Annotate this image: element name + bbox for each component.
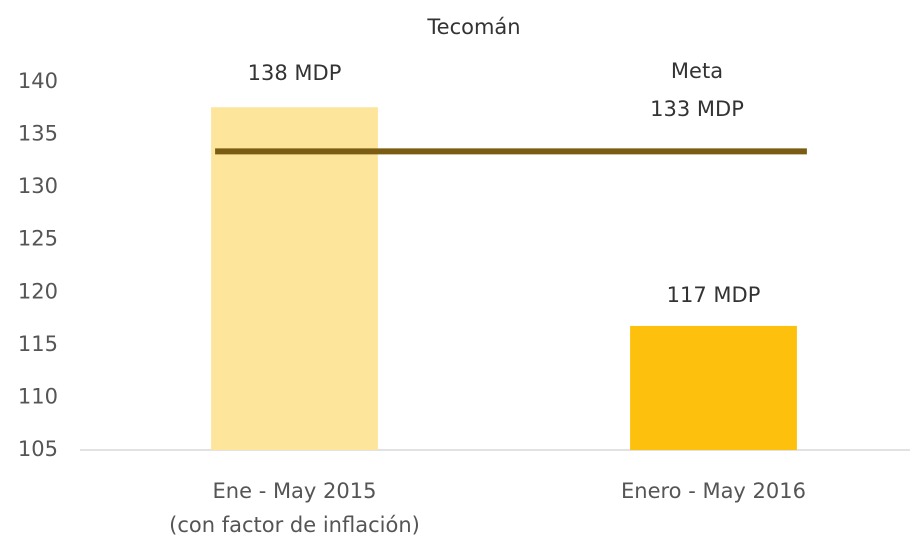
y-tick-label: 135 (18, 122, 58, 146)
x-tick-label-line: Ene - May 2015 (213, 479, 377, 503)
x-tick-label: Enero - May 2016 (621, 479, 806, 503)
y-tick-label: 105 (18, 437, 58, 461)
x-tick-label-line: (con factor de inflación) (169, 513, 420, 537)
bar (211, 107, 378, 450)
y-tick-label: 115 (18, 332, 58, 356)
y-tick-label: 130 (18, 174, 58, 198)
y-tick-label: 140 (18, 69, 58, 93)
value-label: 138 MDP (248, 61, 342, 85)
target-label: 133 MDP (650, 97, 744, 121)
y-tick-label: 125 (18, 227, 58, 251)
target-name: Meta (671, 59, 723, 83)
chart-title: Tecomán (426, 15, 520, 39)
y-tick-label: 110 (18, 384, 58, 408)
value-label: 117 MDP (667, 283, 761, 307)
x-tick-label-line: Enero - May 2016 (621, 479, 806, 503)
bar (630, 325, 797, 450)
x-tick-label: Ene - May 2015 (con factor de inflación) (169, 479, 420, 537)
y-tick-label: 120 (18, 279, 58, 303)
